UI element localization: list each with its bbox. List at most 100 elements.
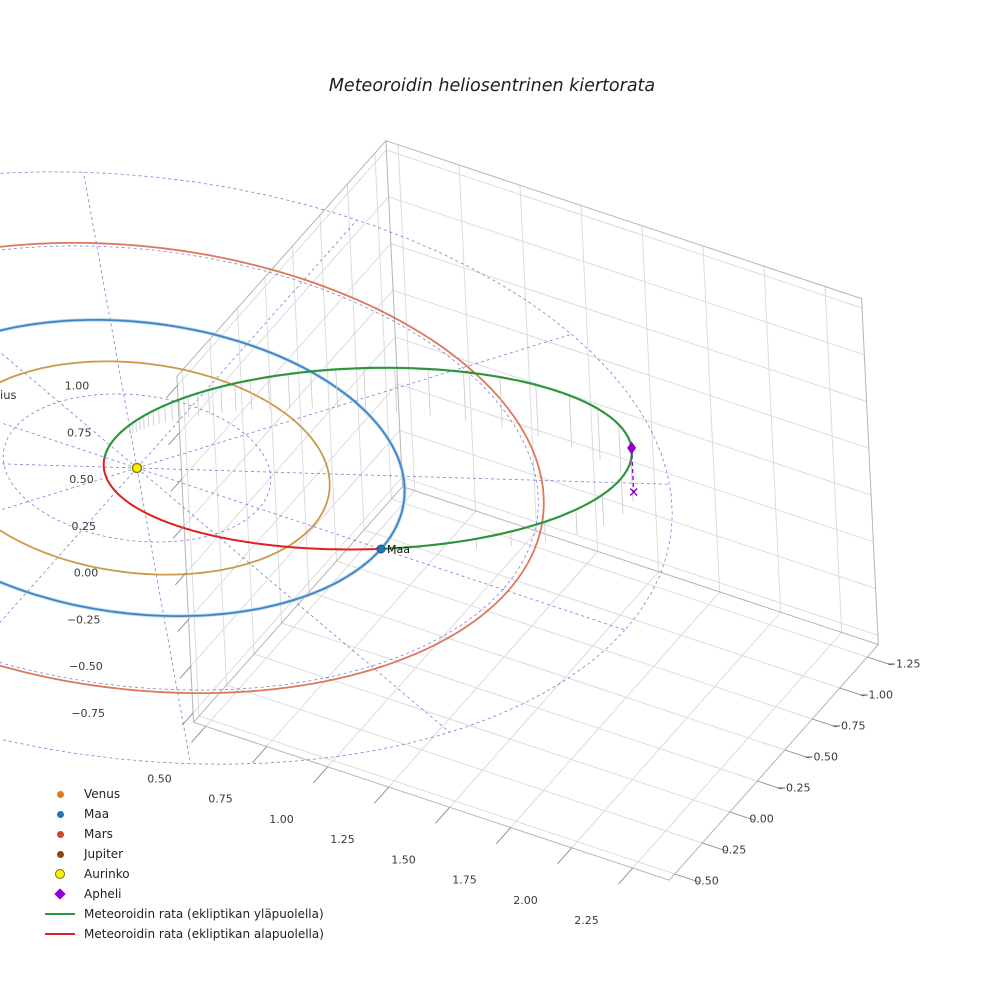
legend-item-mars: Mars — [38, 824, 324, 844]
x-tick-label: 0.50 — [147, 772, 172, 785]
grid-line — [188, 383, 398, 620]
y-tick — [784, 749, 810, 759]
stem-line — [630, 460, 634, 502]
z-tick-label: 0.50 — [69, 473, 94, 486]
sun-marker — [131, 462, 143, 474]
stem-line — [620, 478, 624, 515]
earth-marker — [376, 544, 386, 554]
aphelion-group — [627, 441, 638, 496]
grid-line — [291, 246, 310, 593]
polar-circle — [0, 171, 673, 765]
stem-line — [287, 374, 291, 409]
z-tick-label: 0.25 — [72, 520, 97, 533]
x-tick — [313, 766, 329, 784]
grid-line — [253, 653, 730, 813]
tick-labels: 0.50 0.75 1.00 1.25 1.50 1.75 2.00 2.25 0.50 0.25… — [65, 380, 921, 927]
legend-label: Mars — [84, 827, 113, 841]
grid-line — [571, 611, 782, 849]
z-tick-label: 1.00 — [65, 380, 90, 393]
grid-line — [327, 530, 538, 768]
grid-line — [632, 632, 843, 869]
pane-grid — [176, 144, 879, 875]
stem-line — [568, 395, 573, 447]
sun-marker-icon — [38, 869, 82, 879]
x-tick — [557, 847, 573, 865]
z-tick-label: −0.75 — [71, 707, 105, 720]
legend-item-jupiter: Jupiter — [38, 844, 324, 864]
ecliptic-polar-grid — [0, 171, 673, 765]
grid-line — [281, 622, 758, 782]
grid-line — [192, 476, 403, 714]
polar-radial-line — [0, 467, 138, 624]
grid-line — [391, 498, 868, 658]
aphelion-x-marker — [629, 488, 638, 496]
meteoroid-orbit-below-ecliptic — [102, 456, 381, 551]
y-tick-label: −0.25 — [777, 781, 811, 794]
wall-border — [385, 140, 879, 645]
grid-line — [181, 370, 200, 717]
z-tick — [174, 572, 187, 586]
y-tick — [839, 687, 865, 697]
legend-item-maa: Maa — [38, 804, 324, 824]
venus-marker-icon — [38, 790, 82, 798]
grid-line — [346, 184, 365, 531]
grid-line — [185, 336, 396, 573]
stem-line — [171, 402, 173, 421]
grid-line — [205, 490, 416, 727]
earth-label: Maa — [387, 543, 410, 556]
grid-line — [319, 215, 337, 562]
polar-radial-line — [0, 422, 138, 469]
polar-radial-line — [0, 463, 138, 469]
y-tick — [867, 656, 892, 666]
y-tick — [729, 811, 755, 821]
venus-orbit — [0, 360, 331, 576]
polar-radial-line — [0, 351, 138, 469]
aphelion-drop-line — [630, 447, 635, 493]
maa-orbit — [0, 319, 406, 617]
grid-line — [198, 715, 675, 875]
x-tick — [374, 786, 390, 804]
stem-line — [139, 418, 141, 431]
grid-line — [388, 196, 865, 356]
stem-line — [601, 494, 605, 526]
grid-line — [458, 164, 477, 512]
stem-line — [597, 408, 601, 460]
z-tick — [181, 712, 194, 726]
z-tick — [170, 478, 183, 492]
stem-line — [132, 422, 134, 434]
legend-item-venus: Venus — [38, 784, 324, 804]
y-tick — [757, 780, 782, 790]
stem-line — [152, 410, 155, 426]
stem-line — [310, 371, 313, 409]
x-tick — [496, 827, 512, 844]
legend: Venus Maa Mars Jupiter Aurinko Apheli Me… — [38, 784, 324, 944]
legend-item-apheli: Apheli — [38, 884, 324, 904]
jupiter-marker-icon — [38, 850, 82, 858]
tick-marks — [165, 385, 892, 885]
grid-line — [336, 560, 813, 720]
stem-line — [427, 368, 431, 416]
grid-line — [264, 277, 282, 624]
green-line-icon — [38, 913, 82, 915]
z-tick-label: −0.50 — [69, 660, 103, 673]
y-tick-label: −0.50 — [804, 750, 838, 763]
x-tick-label: 0.75 — [208, 793, 233, 806]
earth-marker-icon — [38, 810, 82, 818]
x-tick — [191, 726, 207, 743]
left-partial-axis-label: ius — [0, 388, 17, 402]
grid-line — [519, 185, 538, 532]
stem-line — [208, 389, 211, 415]
grid-line — [236, 308, 255, 655]
wall-border — [176, 139, 403, 723]
legend-label: Meteoroidin rata (ekliptikan yläpuolella… — [84, 907, 324, 921]
grid-line — [179, 196, 389, 433]
polar-radial-line — [136, 333, 572, 469]
mars-marker-icon — [38, 830, 82, 838]
legend-item-meteoroid-below: Meteoroidin rata (ekliptikan alapuolella… — [38, 924, 324, 944]
stem-line — [394, 367, 398, 413]
grid-line — [363, 529, 840, 689]
stem-line — [250, 380, 253, 411]
legend-label: Jupiter — [84, 847, 124, 861]
x-tick — [435, 807, 451, 824]
